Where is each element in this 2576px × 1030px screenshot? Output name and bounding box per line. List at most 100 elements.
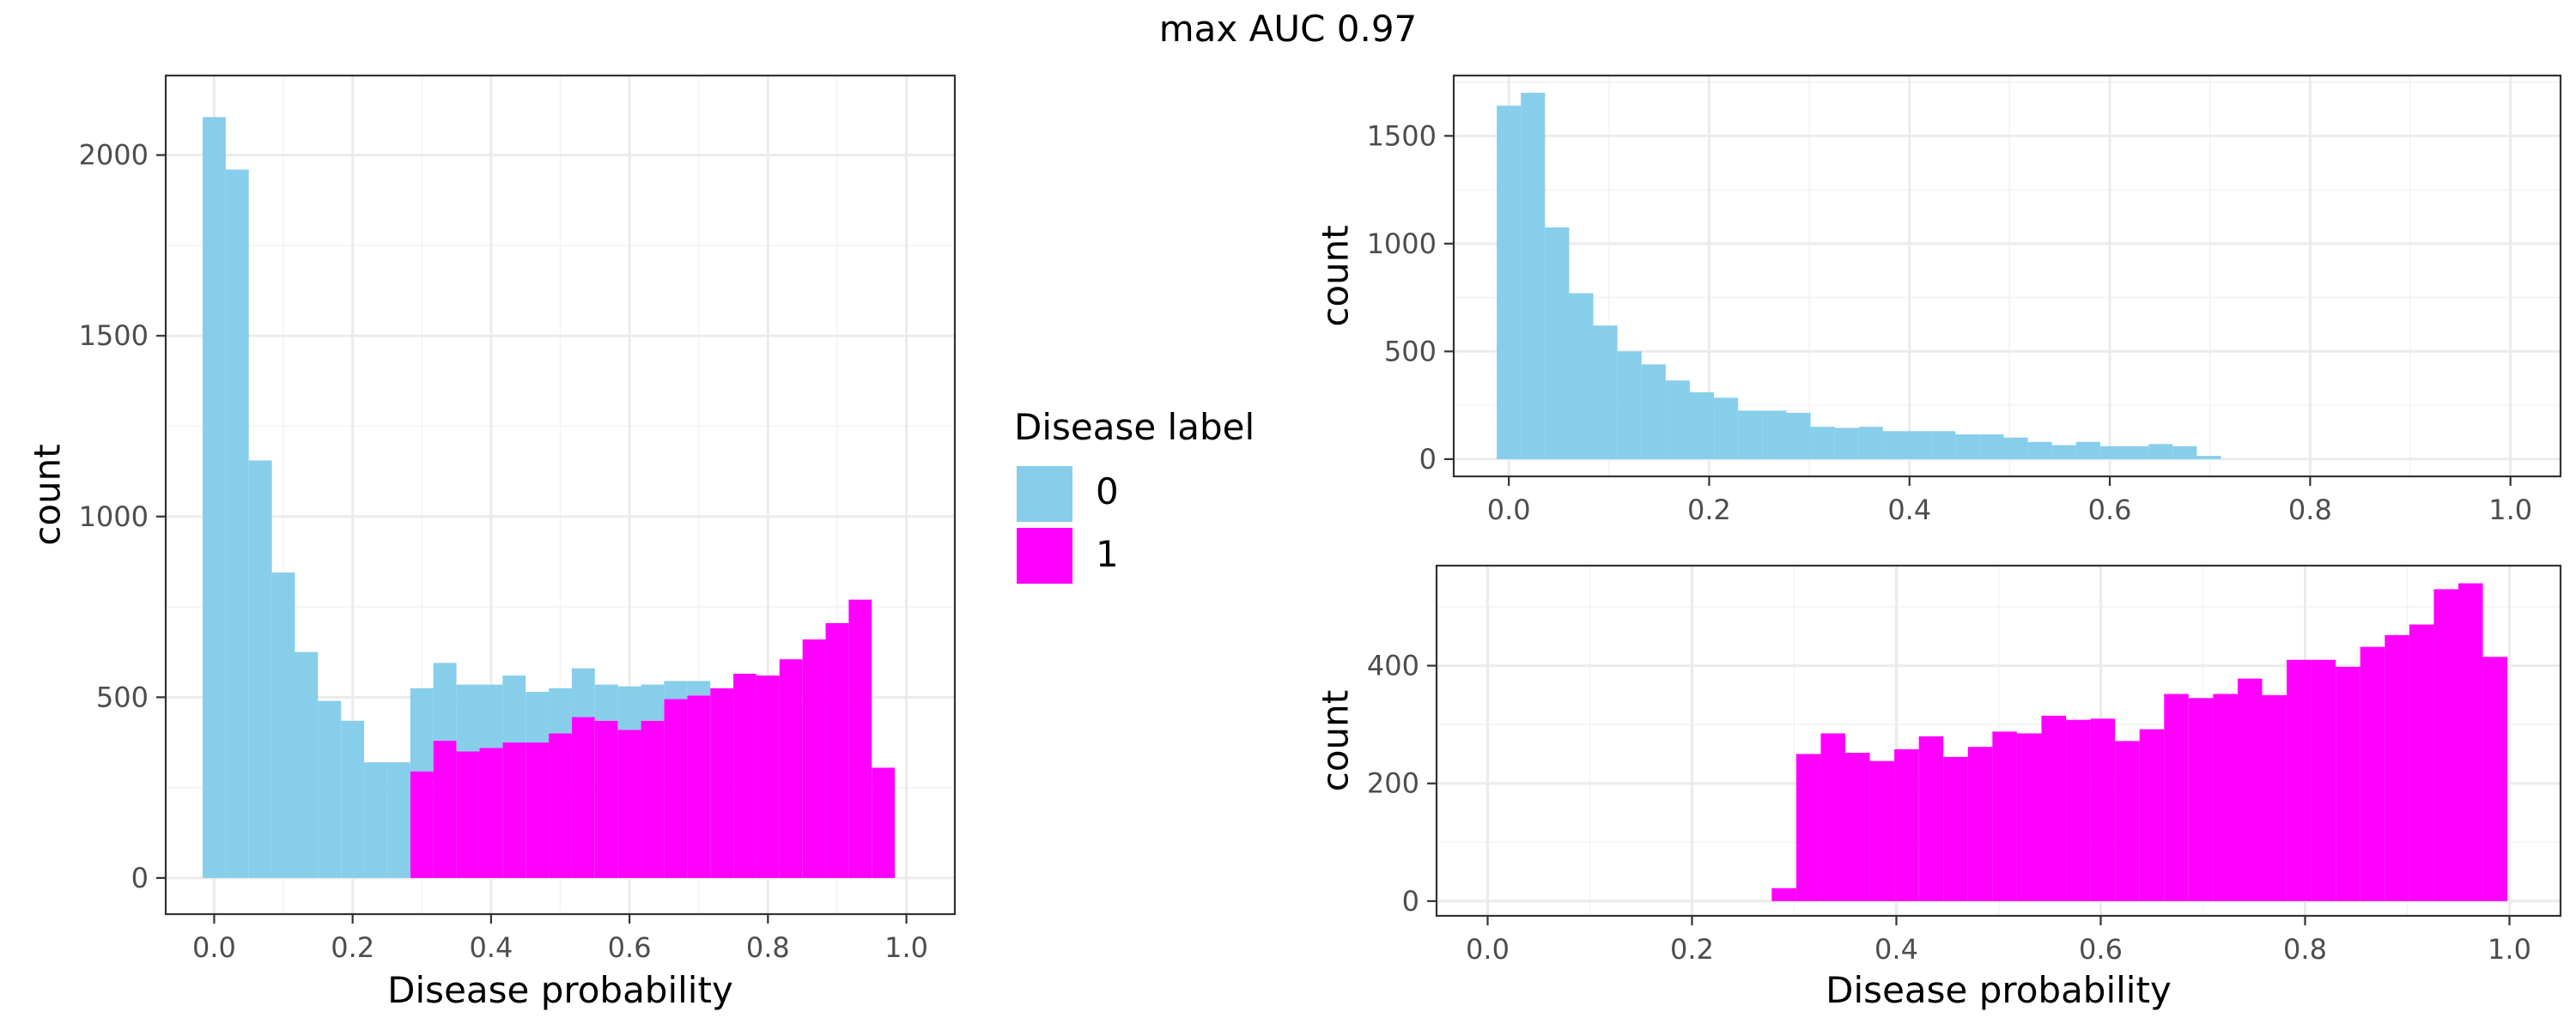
panel-border — [1452, 74, 2562, 478]
histogram-bar-label-1 — [526, 742, 550, 878]
histogram-bar-label-0 — [1955, 434, 1980, 459]
histogram-bar-label-0 — [1858, 427, 1883, 459]
histogram-bar-label-1 — [2237, 678, 2263, 901]
histogram-bar-label-0 — [2148, 444, 2173, 459]
histogram-bar-label-0 — [2196, 456, 2221, 459]
histogram-bar-label-0 — [617, 686, 641, 730]
y-axis-title: count — [1315, 690, 1357, 792]
histogram-bar-label-1 — [2360, 646, 2385, 901]
histogram-bar-label-0 — [387, 762, 410, 878]
histogram-bar-label-0 — [1907, 431, 1932, 459]
histogram-bar-label-0 — [1834, 427, 1859, 459]
left-histogram-panel: 0.0 0.2 0.4 0.6 0.8 1.0 0 500 1000 1500 2000 Diseas… — [27, 74, 957, 1011]
histogram-bar-label-1 — [2409, 624, 2434, 901]
x-tick-label: 1.0 — [2488, 494, 2532, 526]
y-tick-label: 1500 — [79, 319, 149, 352]
histogram-bar-label-0 — [433, 663, 457, 741]
histogram-bar-label-0 — [341, 720, 365, 878]
y-tick-label: 1000 — [79, 500, 149, 533]
histogram-bar-label-0 — [2075, 441, 2100, 459]
x-tick-label: 0.2 — [1687, 494, 1731, 526]
y-tick-label: 0 — [1419, 443, 1437, 476]
y-tick-label: 2000 — [79, 139, 149, 172]
histogram-bar-label-1 — [687, 695, 711, 878]
x-tick-label: 0.8 — [2283, 933, 2327, 966]
legend: Disease label 0 1 — [1014, 406, 1255, 585]
legend-key-1 — [1015, 526, 1074, 585]
x-tick-label: 0.4 — [469, 931, 513, 964]
histogram-bar-label-0 — [2051, 445, 2076, 459]
histogram-bar-label-0 — [364, 762, 387, 878]
histogram-bar-label-1 — [641, 720, 665, 878]
histogram-bar-label-1 — [1967, 747, 1993, 901]
histogram-bar-label-1 — [2066, 719, 2091, 901]
x-tick-label: 1.0 — [884, 931, 928, 964]
histogram-bar-label-1 — [1992, 731, 2017, 901]
histogram-bar-label-0 — [1738, 410, 1763, 459]
y-tick-label: 200 — [1367, 767, 1419, 800]
histogram-bar-label-1 — [571, 717, 595, 878]
x-tick-label: 0.8 — [2288, 494, 2332, 526]
histogram-bar-label-1 — [2385, 634, 2409, 901]
histogram-bar-label-0 — [1641, 364, 1666, 459]
histogram-bar-label-0 — [2172, 445, 2197, 459]
histogram-bar-label-0 — [456, 684, 480, 752]
histogram-bar-label-0 — [1665, 380, 1691, 459]
histogram-bar-label-1 — [2213, 694, 2238, 901]
panel-border — [1435, 564, 2562, 918]
histogram-bar-label-1 — [848, 599, 872, 878]
histogram-bar-label-0 — [571, 668, 595, 718]
histogram-bar-label-0 — [271, 573, 295, 878]
histogram-bar-label-0 — [502, 676, 526, 742]
histogram-bar-label-0 — [1690, 392, 1715, 459]
histogram-bar-label-1 — [433, 740, 457, 878]
x-tick-label: 0.6 — [2079, 933, 2123, 966]
histogram-bar-label-1 — [2458, 583, 2483, 901]
x-tick-label: 1.0 — [2488, 933, 2531, 966]
x-axis-title: Disease probability — [1826, 969, 2172, 1011]
histogram-bar-label-1 — [825, 622, 849, 878]
x-tick-label: 0.4 — [1887, 494, 1931, 526]
histogram-bar-label-0 — [1810, 427, 1835, 459]
legend-label-1: 1 — [1096, 533, 1119, 575]
histogram-bar-label-1 — [2041, 715, 2067, 901]
y-tick-label: 500 — [96, 681, 149, 713]
y-tick-label: 1000 — [1367, 227, 1437, 260]
histogram-bar-label-1 — [2433, 589, 2458, 901]
histogram-bar-label-1 — [756, 676, 780, 878]
histogram-bar-label-1 — [2139, 729, 2165, 901]
histogram-bar-label-0 — [410, 688, 434, 772]
histogram-bar-label-1 — [2311, 659, 2336, 901]
histogram-bar-label-1 — [1943, 756, 1968, 901]
histogram-bar-label-0 — [295, 651, 319, 878]
histogram-bar-label-1 — [710, 688, 733, 878]
y-tick-label: 0 — [1402, 885, 1419, 918]
x-tick-label: 0.0 — [192, 931, 236, 964]
x-tick-label: 0.8 — [746, 931, 790, 964]
histogram-bar-label-0 — [2003, 437, 2028, 459]
histogram-bar-label-0 — [248, 460, 272, 878]
histogram-bar-label-0 — [1617, 351, 1642, 459]
histogram-bar-label-1 — [733, 673, 756, 878]
histogram-bar-label-1 — [2188, 698, 2214, 901]
x-axis-title: Disease probability — [387, 969, 733, 1011]
histogram-bar-label-1 — [2115, 741, 2140, 901]
y-tick-label: 1500 — [1367, 119, 1437, 152]
y-tick-label: 400 — [1367, 650, 1419, 682]
histogram-bar-label-0 — [1762, 410, 1787, 459]
x-tick-label: 0.4 — [1874, 933, 1918, 966]
histogram-bar-label-1 — [664, 699, 688, 878]
histogram-bar-label-0 — [1882, 431, 1908, 459]
histogram-bar-label-0 — [1521, 93, 1546, 459]
legend-key-0 — [1015, 464, 1074, 524]
histogram-bar-label-0 — [1545, 227, 1570, 459]
histogram-bar-label-1 — [2090, 718, 2116, 901]
histogram-bar-label-0 — [1786, 412, 1811, 459]
histogram-bar-label-0 — [225, 169, 249, 878]
histogram-bar-label-1 — [2482, 657, 2508, 901]
histogram-bar-label-0 — [1714, 397, 1739, 459]
x-tick-label: 0.6 — [2088, 494, 2132, 526]
histogram-bar-label-1 — [594, 720, 618, 878]
x-tick-label: 0.0 — [1487, 494, 1531, 526]
histogram-bar-label-1 — [1771, 888, 1796, 901]
